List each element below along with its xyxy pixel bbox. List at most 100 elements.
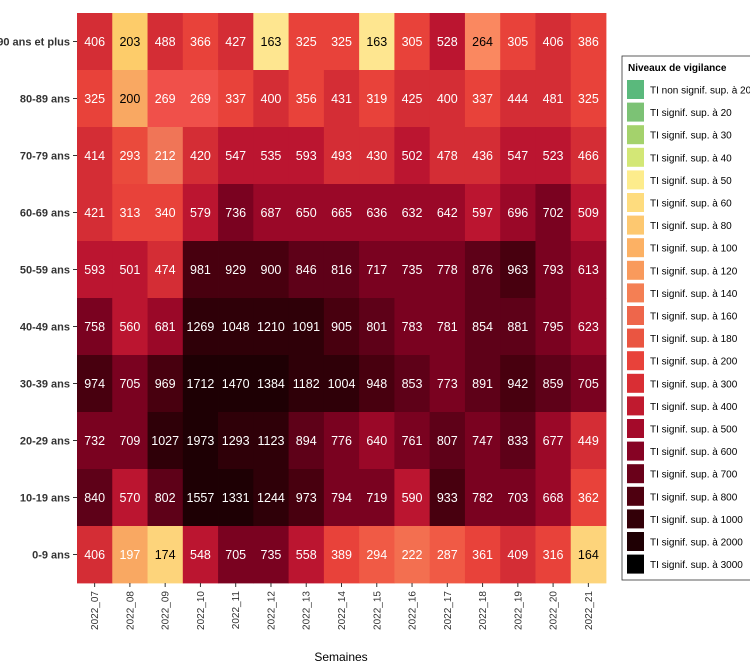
cell-value-label: 509 [578,206,599,220]
cell-value-label: 264 [472,35,493,49]
cell-value-label: 590 [402,491,423,505]
legend-label: TI signif. sup. à 100 [650,244,738,255]
legend-label: TI signif. sup. à 2000 [650,538,743,549]
cell-value-label: 558 [296,548,317,562]
heatmap-cell [253,127,289,185]
heatmap-cell [288,127,325,185]
heatmap-cell [253,184,289,242]
cell-value-label: 705 [578,377,599,391]
heatmap-cell [182,469,219,527]
cell-value-label: 406 [84,35,105,49]
heatmap-cell [182,70,219,128]
heatmap-cell [500,355,536,413]
heatmap-cell [147,184,184,242]
legend-swatch [627,464,644,484]
cell-value-label: 846 [296,263,317,277]
cell-value-label: 1470 [222,377,250,391]
heatmap-cell [218,298,254,356]
cell-value-label: 758 [84,320,105,334]
cell-value-label: 163 [366,35,387,49]
heatmap-cell [464,526,501,584]
heatmap-cell [464,298,501,356]
cell-value-label: 316 [543,548,564,562]
heatmap-cell [464,127,501,185]
cell-value-label: 795 [543,320,564,334]
heatmap-cells: 406 203 488 366 427 163 325 325 163 305 528 264 305 4… [77,13,607,584]
heatmap-cell [359,526,395,584]
cell-value-label: 859 [543,377,564,391]
cell-value-label: 1182 [293,377,320,391]
cell-value-label: 801 [366,320,387,334]
cell-value-label: 963 [507,263,528,277]
x-tick-label: 2022_21 [584,591,595,630]
heatmap-cell [359,241,395,299]
cell-value-label: 362 [578,491,599,505]
cell-value-label: 717 [366,263,387,277]
cell-value-label: 853 [402,377,423,391]
heatmap-cell [359,298,395,356]
heatmap-cell [147,70,184,128]
cell-value-label: 709 [119,434,140,448]
cell-value-label: 703 [507,491,528,505]
heatmap-cell [218,127,254,185]
legend-swatch [627,554,644,574]
legend-swatch [627,125,644,145]
heatmap-cell [570,127,607,185]
heatmap-cell [77,469,113,527]
cell-value-label: 1557 [187,491,215,505]
heatmap-cell [147,298,184,356]
heatmap-cell [182,184,219,242]
legend: Niveaux de vigilance TI non signif. sup.… [621,55,750,581]
cell-value-label: 732 [84,434,105,448]
heatmap-cell [288,184,325,242]
cell-value-label: 449 [578,434,599,448]
heatmap-cell [323,412,360,470]
cell-value-label: 719 [366,491,387,505]
x-axis-labels: 2022_07 2022_08 2022_09 2022_10 2022_11 2022_… [90,583,595,630]
heatmap-cell [182,13,219,71]
x-tick-label: 2022_07 [90,591,101,630]
heatmap-cell [77,526,113,584]
heatmap-cell [394,127,431,185]
cell-value-label: 677 [543,434,564,448]
x-axis-title: Semaines [314,650,367,663]
cell-value-label: 973 [296,491,317,505]
heatmap-cell [253,526,289,584]
heatmap-cell [429,241,466,299]
heatmap-cell [570,13,607,71]
legend-label: TI signif. sup. à 30 [650,131,732,142]
cell-value-label: 802 [155,491,176,505]
cell-value-label: 523 [543,149,564,163]
legend-label: TI signif. sup. à 120 [650,266,738,277]
cell-value-label: 431 [331,92,352,106]
legend-label: TI signif. sup. à 80 [650,221,732,232]
legend-label: TI signif. sup. à 1000 [650,515,743,526]
legend-label: TI signif. sup. à 800 [650,492,738,503]
heatmap-cell [535,70,572,128]
x-tick-label: 2022_12 [266,591,277,630]
cell-value-label: 665 [331,206,352,220]
cell-value-label: 305 [402,35,423,49]
x-tick-label: 2022_10 [196,591,207,630]
heatmap-cell [464,412,501,470]
heatmap-cell [112,355,148,413]
y-tick-label: 0-9 ans [32,550,70,562]
cell-value-label: 1091 [292,320,320,334]
cell-value-label: 474 [155,263,176,277]
cell-value-label: 1269 [187,320,215,334]
cell-value-label: 636 [366,206,387,220]
cell-value-label: 528 [437,35,458,49]
heatmap-cell [112,184,148,242]
cell-value-label: 929 [225,263,246,277]
legend-swatch [627,351,644,371]
legend-swatch [627,419,644,438]
cell-value-label: 502 [402,149,423,163]
legend-label: TI signif. sup. à 400 [650,402,738,413]
x-tick-label: 2022_20 [549,591,560,630]
heatmap-cell [323,298,360,356]
heatmap-cell [394,241,431,299]
heatmap-cell [500,13,536,71]
cell-value-label: 400 [437,92,458,106]
cell-value-label: 430 [366,149,387,163]
heatmap-cell [429,412,466,470]
